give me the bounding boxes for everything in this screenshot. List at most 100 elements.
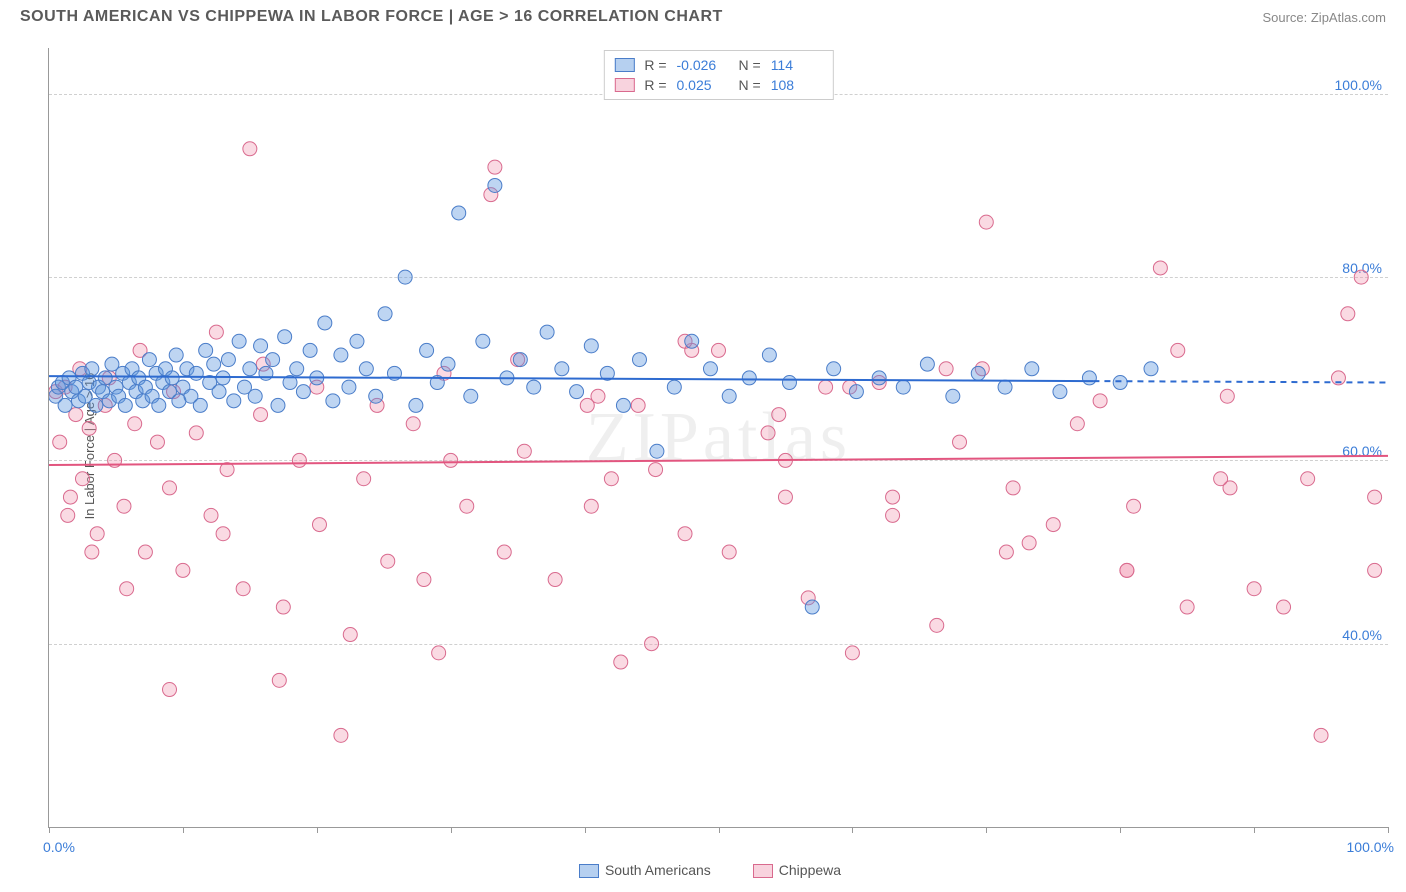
scatter-point <box>90 527 104 541</box>
legend-item: South Americans <box>565 862 711 878</box>
scatter-point <box>1093 394 1107 408</box>
scatter-point <box>548 573 562 587</box>
scatter-point <box>243 362 257 376</box>
x-tick <box>451 827 452 833</box>
legend-row: R =0.025N =108 <box>614 75 822 95</box>
scatter-point <box>782 376 796 390</box>
r-value: 0.025 <box>677 77 729 93</box>
scatter-point <box>614 655 628 669</box>
plot-svg <box>49 48 1388 827</box>
x-tick <box>986 827 987 833</box>
scatter-point <box>61 508 75 522</box>
scatter-point <box>53 435 67 449</box>
scatter-point <box>896 380 910 394</box>
scatter-point <box>527 380 541 394</box>
scatter-point <box>89 398 103 412</box>
scatter-point <box>409 398 423 412</box>
scatter-point <box>772 408 786 422</box>
legend-swatch <box>614 58 634 72</box>
scatter-point <box>998 380 1012 394</box>
scatter-point <box>254 339 268 353</box>
scatter-point <box>805 600 819 614</box>
scatter-point <box>1053 385 1067 399</box>
scatter-point <box>584 339 598 353</box>
scatter-point <box>350 334 364 348</box>
scatter-point <box>209 325 223 339</box>
scatter-point <box>417 573 431 587</box>
scatter-point <box>169 348 183 362</box>
scatter-point <box>513 353 527 367</box>
scatter-point <box>712 343 726 357</box>
scatter-point <box>762 348 776 362</box>
scatter-point <box>227 394 241 408</box>
scatter-point <box>243 142 257 156</box>
scatter-point <box>742 371 756 385</box>
scatter-point <box>75 472 89 486</box>
scatter-point <box>1153 261 1167 275</box>
scatter-point <box>58 398 72 412</box>
x-axis-max-label: 100.0% <box>1347 839 1394 855</box>
scatter-point <box>254 408 268 422</box>
chart-title: SOUTH AMERICAN VS CHIPPEWA IN LABOR FORC… <box>20 8 723 26</box>
x-axis-min-label: 0.0% <box>43 839 75 855</box>
scatter-point <box>650 444 664 458</box>
scatter-point <box>118 398 132 412</box>
scatter-point <box>232 334 246 348</box>
scatter-point <box>1277 600 1291 614</box>
scatter-point <box>464 389 478 403</box>
scatter-point <box>138 545 152 559</box>
x-tick <box>1254 827 1255 833</box>
x-tick <box>719 827 720 833</box>
scatter-point <box>163 683 177 697</box>
scatter-point <box>678 527 692 541</box>
scatter-point <box>1180 600 1194 614</box>
scatter-point <box>221 353 235 367</box>
scatter-point <box>999 545 1013 559</box>
scatter-point <box>378 307 392 321</box>
x-tick <box>852 827 853 833</box>
scatter-point <box>369 389 383 403</box>
trend-line <box>49 456 1388 465</box>
scatter-point <box>420 343 434 357</box>
scatter-point <box>1006 481 1020 495</box>
scatter-point <box>517 444 531 458</box>
n-label: N = <box>739 77 761 93</box>
scatter-point <box>199 343 213 357</box>
scatter-point <box>278 330 292 344</box>
scatter-point <box>616 398 630 412</box>
scatter-point <box>1247 582 1261 596</box>
x-tick <box>49 827 50 833</box>
scatter-point <box>381 554 395 568</box>
scatter-point <box>584 499 598 513</box>
scatter-point <box>85 545 99 559</box>
scatter-point <box>212 385 226 399</box>
scatter-point <box>632 353 646 367</box>
scatter-point <box>591 389 605 403</box>
n-value: 114 <box>771 57 823 73</box>
x-tick <box>183 827 184 833</box>
scatter-point <box>886 508 900 522</box>
scatter-point <box>631 398 645 412</box>
scatter-point <box>488 178 502 192</box>
scatter-point <box>120 582 134 596</box>
scatter-point <box>207 357 221 371</box>
r-value: -0.026 <box>677 57 729 73</box>
scatter-point <box>359 362 373 376</box>
scatter-point <box>204 508 218 522</box>
scatter-point <box>1341 307 1355 321</box>
scatter-point <box>150 435 164 449</box>
scatter-point <box>761 426 775 440</box>
scatter-point <box>872 371 886 385</box>
scatter-point <box>1368 490 1382 504</box>
x-tick <box>1120 827 1121 833</box>
scatter-point <box>444 453 458 467</box>
scatter-point <box>259 366 273 380</box>
scatter-chart: R =-0.026N =114R =0.025N =108 ZIPatlas 0… <box>48 48 1388 828</box>
scatter-point <box>406 417 420 431</box>
scatter-point <box>645 637 659 651</box>
source-attribution: Source: ZipAtlas.com <box>1262 10 1386 25</box>
scatter-point <box>85 362 99 376</box>
scatter-point <box>326 394 340 408</box>
scatter-point <box>1144 362 1158 376</box>
scatter-point <box>979 215 993 229</box>
